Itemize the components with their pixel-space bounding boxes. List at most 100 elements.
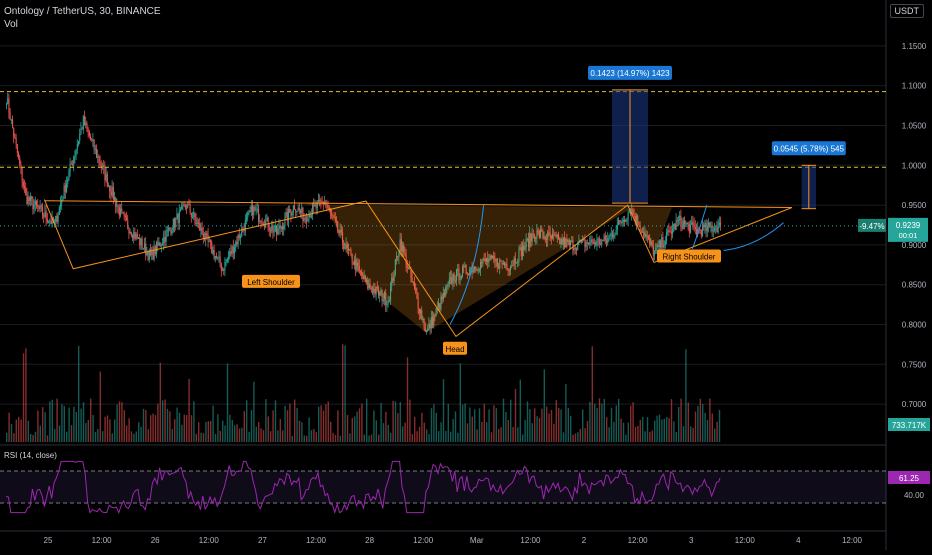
- candle: [320, 201, 322, 203]
- volume-bar: [488, 409, 490, 442]
- volume-bar: [469, 407, 471, 442]
- candle: [267, 217, 269, 229]
- current-price-badge: [888, 217, 928, 242]
- candle: [385, 292, 387, 306]
- candle: [282, 226, 284, 230]
- measure-label: 0.0545 (5.78%) 545: [774, 144, 845, 153]
- volume-bar: [505, 412, 507, 442]
- candle: [541, 230, 543, 232]
- volume-bar: [294, 399, 296, 442]
- candle: [72, 164, 74, 166]
- candle: [90, 136, 92, 140]
- volume-bar: [447, 403, 449, 442]
- candle: [399, 239, 401, 252]
- volume-bar: [363, 434, 365, 442]
- candle: [249, 211, 251, 213]
- volume-bar: [193, 401, 195, 442]
- candle: [717, 225, 719, 233]
- candle: [448, 279, 450, 284]
- currency-badge[interactable]: USDT: [889, 4, 924, 18]
- candle: [718, 222, 720, 226]
- candle: [700, 230, 702, 236]
- candle: [688, 223, 690, 233]
- volume-bar: [697, 406, 699, 442]
- candle: [115, 197, 117, 207]
- volume-bar: [284, 405, 286, 442]
- candle: [195, 219, 197, 224]
- volume-bar: [140, 426, 142, 442]
- candle: [18, 153, 20, 158]
- candle: [43, 215, 45, 217]
- volume-bar: [10, 423, 13, 442]
- candle: [615, 230, 617, 235]
- candle: [422, 318, 424, 320]
- candle: [6, 104, 8, 106]
- candle: [475, 266, 477, 270]
- candle: [567, 240, 569, 242]
- volume-bar: [135, 431, 137, 442]
- candle: [162, 243, 164, 245]
- candle: [295, 209, 297, 212]
- candle: [387, 301, 389, 305]
- candle: [103, 165, 105, 168]
- candle: [516, 262, 518, 264]
- candle: [276, 225, 278, 234]
- candle: [596, 239, 598, 246]
- rsi-axis-label: 40.00: [904, 491, 925, 500]
- volume-bar: [174, 419, 176, 442]
- candle: [261, 222, 263, 224]
- candle: [244, 219, 246, 232]
- candle: [80, 128, 82, 135]
- candle: [570, 241, 572, 245]
- candle: [607, 238, 609, 244]
- candle: [652, 246, 654, 256]
- candle: [30, 196, 32, 202]
- volume-bar: [553, 423, 555, 442]
- volume-bar: [246, 400, 248, 442]
- candle: [241, 228, 243, 237]
- candle: [712, 230, 714, 232]
- candle: [348, 248, 350, 251]
- candle: [243, 229, 245, 232]
- candle: [151, 249, 153, 256]
- volume-bar: [210, 420, 212, 442]
- candle: [392, 277, 394, 281]
- candle: [613, 235, 615, 238]
- volume-bar: [582, 409, 584, 442]
- candle: [691, 221, 693, 225]
- candle: [416, 292, 418, 298]
- candle: [668, 230, 670, 232]
- candle: [662, 237, 664, 248]
- volume-bar: [574, 433, 577, 442]
- candle: [294, 205, 296, 210]
- candle: [102, 165, 104, 168]
- candle: [160, 244, 162, 247]
- candle: [199, 223, 201, 231]
- volume-bar: [274, 400, 277, 442]
- volume-bar: [346, 414, 349, 442]
- volume-bar: [502, 398, 505, 442]
- volume-bar: [390, 432, 392, 442]
- candle: [583, 238, 585, 240]
- candle: [216, 256, 218, 258]
- volume-bar: [601, 403, 603, 442]
- pattern-label: Head: [445, 345, 464, 354]
- candle: [38, 206, 40, 209]
- volume-bar: [164, 399, 166, 442]
- candle: [714, 227, 716, 231]
- candle: [303, 218, 305, 221]
- candle: [202, 233, 204, 239]
- candle: [526, 238, 528, 240]
- candle: [480, 262, 482, 270]
- candle: [373, 288, 375, 294]
- candle: [116, 205, 118, 207]
- candle: [309, 214, 311, 218]
- candle: [550, 235, 552, 239]
- volume-bar: [366, 398, 368, 442]
- candle: [513, 258, 515, 266]
- volume-bar: [670, 399, 673, 442]
- candle: [412, 281, 414, 284]
- candle: [217, 256, 219, 258]
